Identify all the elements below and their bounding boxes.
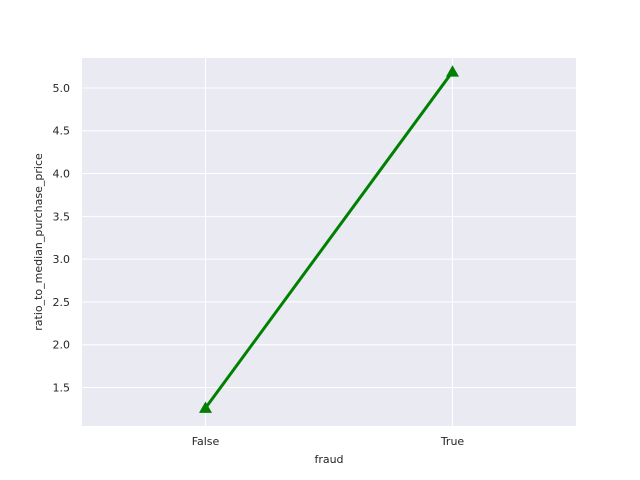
y-tick-label: 2.0 [53,339,71,352]
y-axis-ticks: 1.5 2.0 2.5 3.0 3.5 4.0 4.5 5.0 [53,82,71,395]
x-axis-ticks: False True [192,435,465,448]
series-line [204,70,454,409]
y-tick-label: 4.5 [53,125,71,138]
x-axis-label: fraud [314,453,343,466]
x-tick-label: True [440,435,465,448]
y-tick-label: 2.5 [53,296,71,309]
y-tick-label: 4.0 [53,168,71,181]
y-axis-label: ratio_to_median_purchase_price [32,153,45,331]
x-tick-label: False [192,435,220,448]
y-tick-label: 1.5 [53,381,71,394]
data-point-marker [199,401,212,413]
y-tick-label: 3.0 [53,253,71,266]
data-point-marker [446,65,459,77]
grid [82,58,576,426]
y-tick-label: 5.0 [53,82,71,95]
y-tick-label: 3.5 [53,210,71,223]
series-layer [199,65,459,413]
